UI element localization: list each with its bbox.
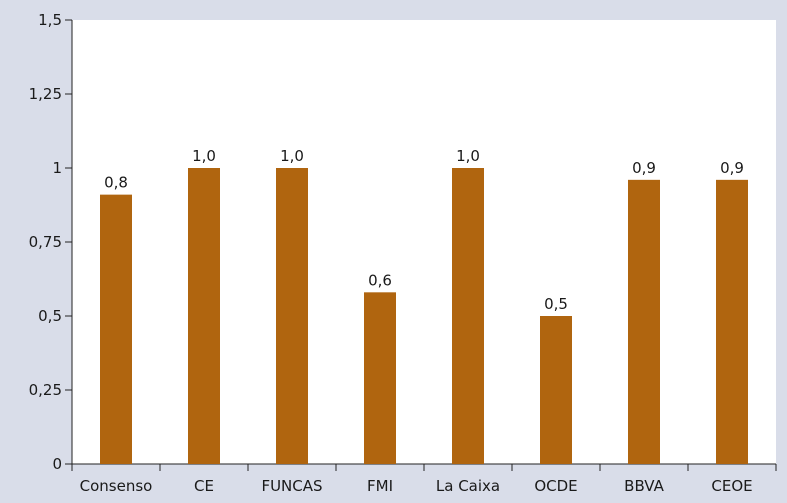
bar [628, 179, 660, 464]
bar-value-label: 1,0 [280, 147, 304, 165]
bars [100, 168, 748, 464]
x-category-label: FMI [367, 477, 393, 495]
bar [540, 316, 572, 464]
bar-value-label: 1,0 [456, 147, 480, 165]
bar [716, 179, 748, 464]
bar-value-label: 0,9 [632, 159, 656, 177]
bar-value-label: 0,6 [368, 271, 392, 289]
bar-value-label: 0,8 [104, 174, 128, 192]
x-category-label: FUNCAS [261, 477, 322, 495]
y-tick-label: 1,5 [38, 11, 62, 29]
x-category-label: BBVA [624, 477, 664, 495]
bar [188, 168, 220, 464]
x-category-label: Consenso [80, 477, 153, 495]
bar-value-label: 0,5 [544, 295, 568, 313]
bar [276, 168, 308, 464]
y-tick-label: 0,25 [29, 381, 62, 399]
bar-value-label: 1,0 [192, 147, 216, 165]
x-category-label: CEOE [711, 477, 752, 495]
y-tick-label: 1,25 [29, 85, 62, 103]
x-category-label: OCDE [534, 477, 577, 495]
data-labels: 0,8 1,0 1,0 0,6 1,0 0,5 0,9 0,9 [104, 147, 744, 313]
bar [452, 168, 484, 464]
x-category-label: La Caixa [436, 477, 500, 495]
y-tick-label: 1 [52, 159, 62, 177]
y-tick-label: 0,5 [38, 307, 62, 325]
x-axis: Consenso CE FUNCAS FMI La Caixa OCDE BBVA CEOE [71, 463, 777, 495]
y-tick-label: 0 [52, 455, 62, 473]
bar [364, 292, 396, 464]
bar [100, 194, 132, 464]
bar-value-label: 0,9 [720, 159, 744, 177]
y-tick-label: 0,75 [29, 233, 62, 251]
y-axis: 0 0,25 0,5 0,75 1 1,25 1,5 [29, 11, 73, 473]
plot-area [72, 20, 776, 464]
x-category-label: CE [194, 477, 214, 495]
